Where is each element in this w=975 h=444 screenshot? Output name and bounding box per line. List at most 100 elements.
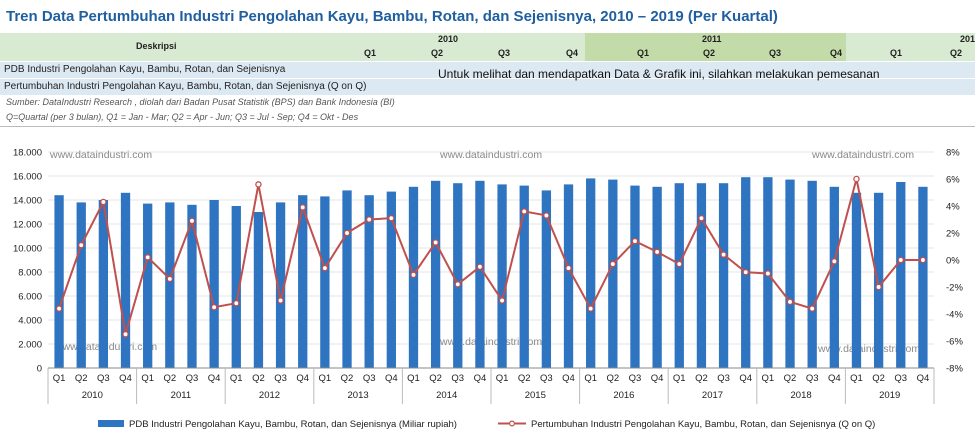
x-axis-quarter-label: Q1 (673, 373, 686, 384)
bar (873, 192, 884, 368)
growth-point (100, 198, 107, 206)
growth-point (786, 298, 794, 306)
bar (364, 195, 374, 368)
x-axis-quarter-label: Q4 (651, 373, 664, 384)
bar (630, 185, 640, 368)
bar (320, 196, 330, 368)
bar (231, 206, 241, 368)
growth-point (122, 330, 129, 338)
x-axis-quarter-label: Q1 (319, 373, 332, 384)
bar (342, 190, 352, 368)
x-axis-quarter-label: Q2 (429, 373, 442, 384)
growth-point (565, 264, 572, 272)
right-axis-tick-label: -4% (946, 310, 963, 321)
bar (298, 195, 308, 368)
growth-point (742, 268, 749, 276)
growth-point (365, 216, 373, 223)
watermark-text: www.dataindustri.com (811, 149, 914, 161)
x-axis-year-label: 2013 (348, 390, 369, 401)
legend-line-label: Pertumbuhan Industri Pengolahan Kayu, Ba… (531, 419, 875, 430)
legend-line-marker (509, 420, 516, 427)
growth-point (476, 263, 484, 270)
quarter-header: Q3 (498, 48, 511, 58)
x-axis-quarter-label: Q4 (828, 373, 841, 384)
growth-line (58, 178, 923, 335)
right-axis-tick-label: 6% (946, 175, 960, 186)
quarter-header: Q1 (637, 48, 650, 58)
bar (652, 186, 662, 368)
bar (475, 180, 485, 368)
bar (718, 183, 729, 368)
x-axis-quarter-label: Q1 (230, 373, 243, 384)
divider (0, 126, 975, 127)
x-axis-quarter-label: Q3 (806, 373, 819, 384)
x-axis-quarter-label: Q1 (496, 373, 509, 384)
watermark-text: www.dataindustri.com (439, 149, 542, 161)
growth-point (188, 217, 196, 225)
quarter-header: Q1 (890, 48, 903, 58)
growth-point (853, 175, 860, 183)
growth-point (897, 256, 905, 264)
x-axis-quarter-label: Q2 (341, 373, 354, 384)
row-label-growth: Pertumbuhan Industri Pengolahan Kayu, Ba… (4, 81, 367, 92)
quarter-header: Q2 (431, 48, 444, 58)
growth-point (831, 258, 838, 265)
growth-point (210, 303, 218, 311)
growth-point (653, 248, 661, 256)
x-axis-year-label: 2017 (702, 390, 723, 401)
growth-point (166, 275, 174, 283)
left-axis-tick-label: 2.000 (18, 340, 42, 351)
growth-point (299, 204, 306, 211)
legend-bar-swatch (98, 420, 124, 427)
x-axis-year-label: 2015 (525, 390, 546, 401)
left-axis-tick-label: 16.000 (13, 172, 42, 183)
x-axis-quarter-label: Q3 (451, 373, 464, 384)
growth-point (255, 181, 262, 188)
left-axis-tick-label: 14.000 (13, 196, 42, 207)
x-axis-quarter-label: Q4 (385, 373, 398, 384)
x-axis-quarter-label: Q4 (208, 373, 221, 384)
growth-point (454, 281, 462, 288)
x-axis-quarter-label: Q3 (717, 373, 730, 384)
growth-point (698, 214, 705, 222)
right-axis-tick-label: 0% (946, 256, 960, 267)
growth-point (144, 254, 151, 261)
bar (98, 200, 109, 368)
growth-point (543, 212, 550, 219)
watermark-text: www.dataindustri.com (439, 336, 542, 348)
x-axis-year-label: 2012 (259, 390, 280, 401)
growth-point (676, 260, 683, 268)
right-axis-tick-label: 2% (946, 229, 960, 240)
bar (519, 185, 529, 368)
x-axis-quarter-label: Q3 (894, 373, 907, 384)
growth-point (631, 237, 639, 245)
left-axis-tick-label: 6.000 (18, 292, 42, 303)
bar (209, 200, 219, 368)
growth-point (77, 241, 85, 249)
bar (253, 212, 264, 368)
bar (896, 182, 906, 368)
x-axis-quarter-label: Q1 (584, 373, 597, 384)
bar (430, 180, 441, 368)
growth-chart: 0 2.000 4.000 6.000 8.000 10.000 12.000 14.000 1… (13, 148, 964, 431)
growth-point (388, 214, 395, 222)
table-header-highlight (585, 33, 846, 61)
left-axis-tick-label: 12.000 (13, 220, 42, 231)
x-axis-year-label: 2019 (879, 390, 900, 401)
bar (586, 178, 596, 368)
quarter-header: Q4 (830, 48, 843, 58)
year-header-2012: 201 (960, 34, 975, 44)
x-axis-year-label: 2010 (82, 390, 103, 401)
quarter-header: Q1 (364, 48, 377, 58)
x-axis-quarter-label: Q3 (363, 373, 376, 384)
right-axis-tick-label: -2% (946, 283, 963, 294)
x-axis-year-label: 2014 (436, 390, 457, 401)
x-axis-quarter-label: Q4 (296, 373, 309, 384)
x-axis-year-label: 2016 (613, 390, 634, 401)
quarter-header: Q4 (566, 48, 579, 58)
year-header-2011: 2011 (702, 34, 722, 44)
quarter-header: Q2 (950, 48, 963, 58)
x-axis-quarter-label: Q2 (252, 373, 265, 384)
source-note: Sumber: DataIndustri Research , diolah d… (6, 97, 395, 107)
legend-bar-label: PDB Industri Pengolahan Kayu, Bambu, Rot… (129, 419, 457, 430)
